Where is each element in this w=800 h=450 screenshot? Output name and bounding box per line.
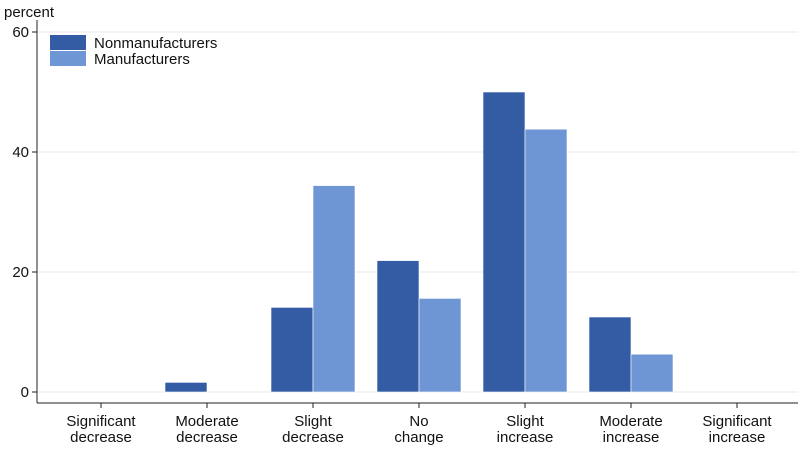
x-tick-label: increase [603,429,660,446]
y-tick-label: 40 [12,144,29,161]
x-tick-label: Significant [702,413,772,430]
x-tick-label: Moderate [599,413,662,430]
bar-nonmanufacturers-2 [270,307,314,393]
x-tick-label: increase [497,429,554,446]
y-axis-title: percent [4,4,55,21]
bar-nonmanufacturers-3 [376,260,420,393]
x-tick-label: decrease [70,429,132,446]
x-tick-label: Slight [294,413,332,430]
x-tick-label: decrease [282,429,344,446]
y-tick-label: 20 [12,264,29,281]
y-tick-label: 0 [21,384,29,401]
x-tick-label: Slight [506,413,544,430]
bar-manufacturers-4 [524,128,568,393]
bar-nonmanufacturers-4 [482,91,526,393]
x-tick-label: change [394,429,443,446]
x-tick-label: Moderate [175,413,238,430]
bar-manufacturers-2 [312,185,356,393]
legend-label-nonmanufacturers: Nonmanufacturers [94,35,217,52]
bars [164,91,674,393]
bar-nonmanufacturers-1 [164,382,208,393]
x-tick-label: decrease [176,429,238,446]
axes: 0204060SignificantdecreaseModeratedecrea… [12,20,798,446]
bar-manufacturers-5 [630,353,674,393]
bar-manufacturers-3 [418,298,462,393]
legend-label-manufacturers: Manufacturers [94,51,190,68]
bar-nonmanufacturers-5 [588,316,632,393]
legend-swatch-nonmanufacturers [50,35,86,50]
x-tick-label: increase [709,429,766,446]
x-tick-label: No [409,413,428,430]
legend-swatch-manufacturers [50,51,86,66]
x-tick-label: Significant [66,413,136,430]
y-tick-label: 60 [12,24,29,41]
